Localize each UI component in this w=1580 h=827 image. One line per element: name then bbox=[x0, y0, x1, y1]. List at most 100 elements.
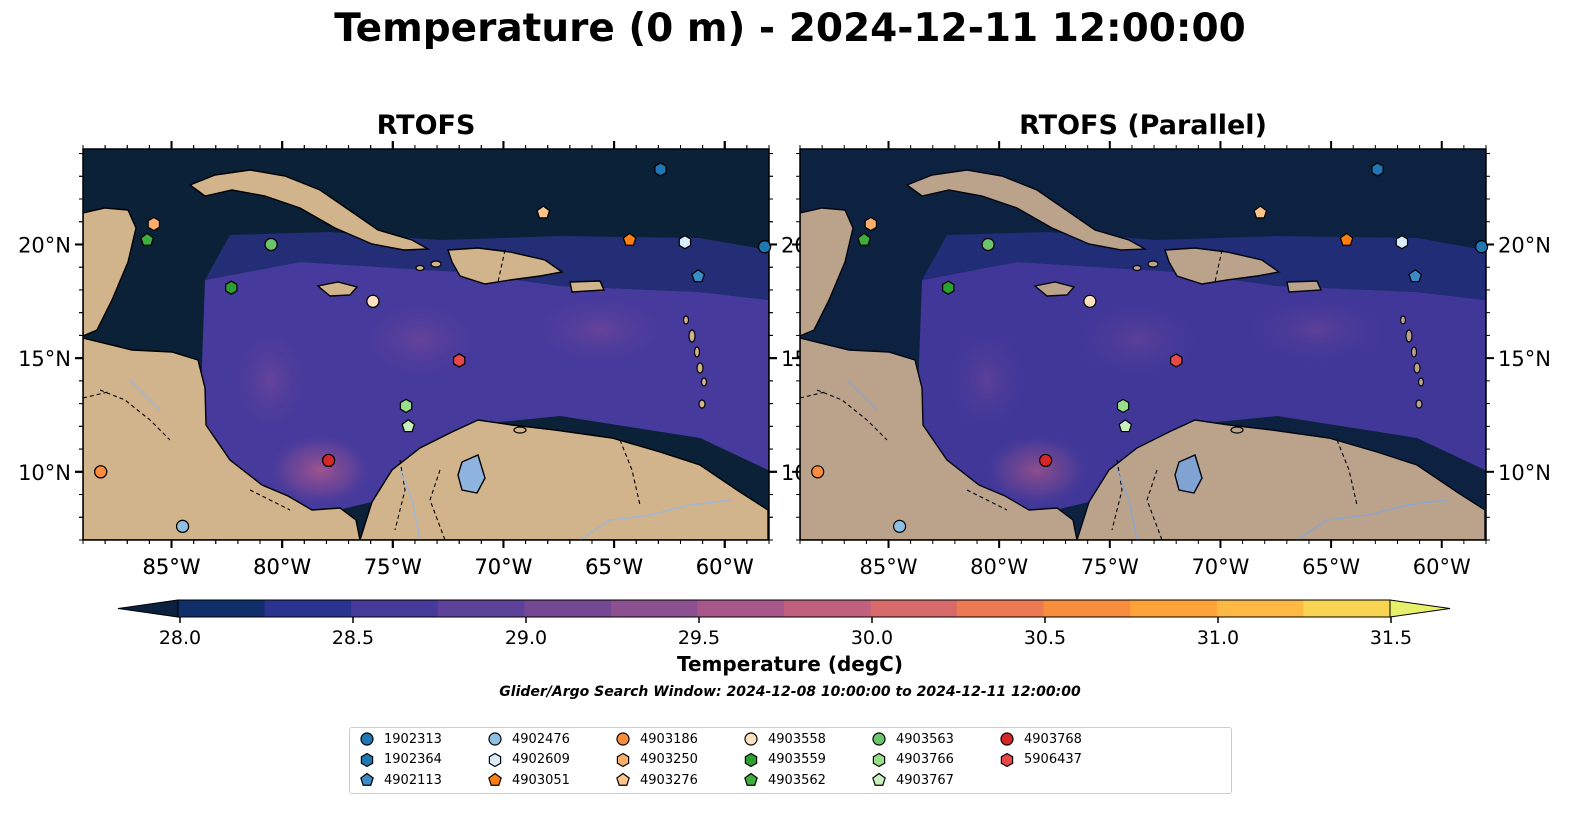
legend-label: 4902476 bbox=[512, 731, 570, 747]
observation-4903276 bbox=[1253, 205, 1268, 219]
observation-4903766 bbox=[399, 398, 413, 414]
legend-marker bbox=[872, 732, 886, 746]
legend-item-4903559: 4903559 bbox=[742, 750, 826, 770]
observation-4903186 bbox=[94, 465, 108, 479]
legend-item-4903563: 4903563 bbox=[870, 729, 954, 749]
colorbar-label: Temperature (degC) bbox=[677, 652, 903, 676]
lon-tick-label: 85°W bbox=[143, 555, 201, 579]
legend-item-1902364: 1902364 bbox=[358, 750, 442, 770]
legend-item-4902113: 4902113 bbox=[358, 770, 442, 790]
lon-tick-label: 65°W bbox=[585, 555, 643, 579]
map-panel-rtofs: 85°W 80°W 75°W 70°W 65°W 60°W20°N15°N10°N85°W… bbox=[18, 141, 834, 579]
observation-4903276 bbox=[536, 205, 551, 219]
observation-4903562 bbox=[140, 232, 155, 246]
map-frame bbox=[82, 148, 770, 541]
colorbar-tick-label: 30.0 bbox=[851, 627, 893, 649]
legend-marker bbox=[872, 752, 886, 767]
map-panel-rtofs-parallel: 85°W 80°W 75°W 70°W 65°W 60°W 20°N 15°N 10°N bbox=[792, 141, 1551, 579]
colorbar-segment bbox=[1130, 600, 1218, 617]
legend-item-4903768: 4903768 bbox=[998, 729, 1082, 749]
colorbar-segment bbox=[1303, 600, 1391, 617]
lon-tick-label: 70°W bbox=[1191, 555, 1249, 579]
pentagon-marker-icon bbox=[744, 772, 758, 786]
lon-tick-label: 60°W bbox=[1413, 555, 1471, 579]
circle-marker-icon bbox=[744, 732, 758, 746]
observation-5906437 bbox=[452, 353, 466, 368]
hexagon-marker-icon bbox=[488, 752, 502, 767]
legend-label: 4903250 bbox=[640, 752, 698, 767]
observations-layer bbox=[811, 162, 1489, 533]
legend-label: 4903558 bbox=[768, 731, 826, 747]
search-window-text: Glider/Argo Search Window: 2024-12-08 10… bbox=[499, 684, 1081, 700]
colorbar-tick-label: 31.0 bbox=[1197, 627, 1239, 649]
circle-marker-icon bbox=[616, 732, 630, 746]
hexagon-marker-icon bbox=[616, 752, 630, 767]
colorbar-tick-label: 29.5 bbox=[678, 627, 720, 649]
observation-4902113 bbox=[1408, 269, 1423, 283]
observation-4903559 bbox=[942, 280, 955, 295]
pentagon-marker-icon bbox=[616, 772, 630, 786]
colorbar-segment bbox=[1043, 600, 1131, 617]
colorbar-tick-label: 30.5 bbox=[1024, 627, 1066, 649]
legend-label: 4902609 bbox=[512, 752, 570, 767]
colorbar-tick-label: 31.5 bbox=[1370, 627, 1412, 649]
panel-title-rtofs-parallel: RTOFS (Parallel) bbox=[1019, 110, 1267, 141]
legend-label: 4903559 bbox=[768, 752, 826, 767]
observation-4903766 bbox=[1116, 398, 1130, 414]
legend-marker bbox=[1000, 752, 1014, 767]
pentagon-marker-icon bbox=[360, 772, 374, 786]
lon-tick-label: 65°W bbox=[585, 555, 643, 579]
axis-ticks: 85°W 80°W 75°W 70°W 65°W 60°W 20°N 15°N 10°N bbox=[792, 141, 1551, 579]
colorbar-segment bbox=[351, 600, 439, 617]
observation-4903250 bbox=[864, 216, 878, 232]
colorbar-segment bbox=[784, 600, 872, 617]
legend-item-4903766: 4903766 bbox=[870, 750, 954, 770]
colorbar-tick-label: 28.0 bbox=[159, 627, 201, 649]
legend-label: 4902113 bbox=[384, 772, 442, 788]
colorbar-segment bbox=[870, 600, 958, 617]
legend-label: 1902364 bbox=[384, 752, 442, 767]
hexagon-marker-icon bbox=[872, 752, 886, 767]
legend-label: 1902313 bbox=[384, 731, 442, 747]
legend-label: 4903186 bbox=[640, 731, 698, 747]
lon-tick-label: 80°W bbox=[970, 555, 1028, 579]
map-panels: 85°W 80°W 75°W 70°W 65°W 60°W20°N15°N10°N85°W… bbox=[18, 141, 1551, 579]
lon-tick-label: 80°W bbox=[253, 555, 311, 579]
legend-label: 4903766 bbox=[896, 752, 954, 767]
legend-label: 5906437 bbox=[1024, 752, 1082, 767]
lat-tick-label: 15°N bbox=[1498, 347, 1551, 371]
observations-layer bbox=[94, 162, 772, 533]
legend-item-4903250: 4903250 bbox=[614, 750, 698, 770]
colorbar: 28.0 28.5 29.0 29.5 30.0 30.5 31.0 31.5 bbox=[117, 599, 1451, 649]
legend-marker bbox=[488, 752, 502, 767]
observation-4903562 bbox=[857, 232, 872, 246]
legend-item-4903562: 4903562 bbox=[742, 770, 826, 790]
pentagon-marker-icon bbox=[488, 772, 502, 786]
legend-label: 4903768 bbox=[1024, 731, 1082, 747]
observation-4902609 bbox=[678, 235, 692, 250]
lat-tick-label: 20°N bbox=[18, 233, 71, 257]
circle-marker-icon bbox=[872, 732, 886, 746]
observation-5906437 bbox=[1169, 353, 1183, 368]
observation-1902313 bbox=[1474, 240, 1489, 254]
observation-1902364 bbox=[1371, 162, 1384, 177]
legend-item-4902609: 4902609 bbox=[486, 750, 570, 770]
legend-label: 4903767 bbox=[896, 772, 954, 788]
colorbar-frame bbox=[177, 599, 1391, 618]
legend-marker bbox=[872, 772, 886, 786]
lon-tick-label: 70°W bbox=[474, 555, 532, 579]
lat-tick-label: 20°N bbox=[1498, 233, 1551, 257]
hexagon-marker-icon bbox=[744, 752, 758, 767]
axis-ticks: 85°W 80°W 75°W 70°W 65°W 60°W20°N15°N10°N85°W… bbox=[18, 141, 834, 579]
colorbar-segment bbox=[437, 600, 525, 617]
legend-item-4903051: 4903051 bbox=[486, 770, 570, 790]
legend-label: 4903051 bbox=[512, 772, 570, 788]
legend-label: 4903562 bbox=[768, 772, 826, 788]
legend-marker bbox=[360, 772, 374, 786]
legend-item-5906437: 5906437 bbox=[998, 750, 1082, 770]
observation-1902364 bbox=[654, 162, 667, 177]
legend-item-1902313: 1902313 bbox=[358, 729, 442, 749]
lon-tick-label: 85°W bbox=[860, 555, 918, 579]
legend-item-4903186: 4903186 bbox=[614, 729, 698, 749]
legend-marker bbox=[488, 732, 502, 746]
